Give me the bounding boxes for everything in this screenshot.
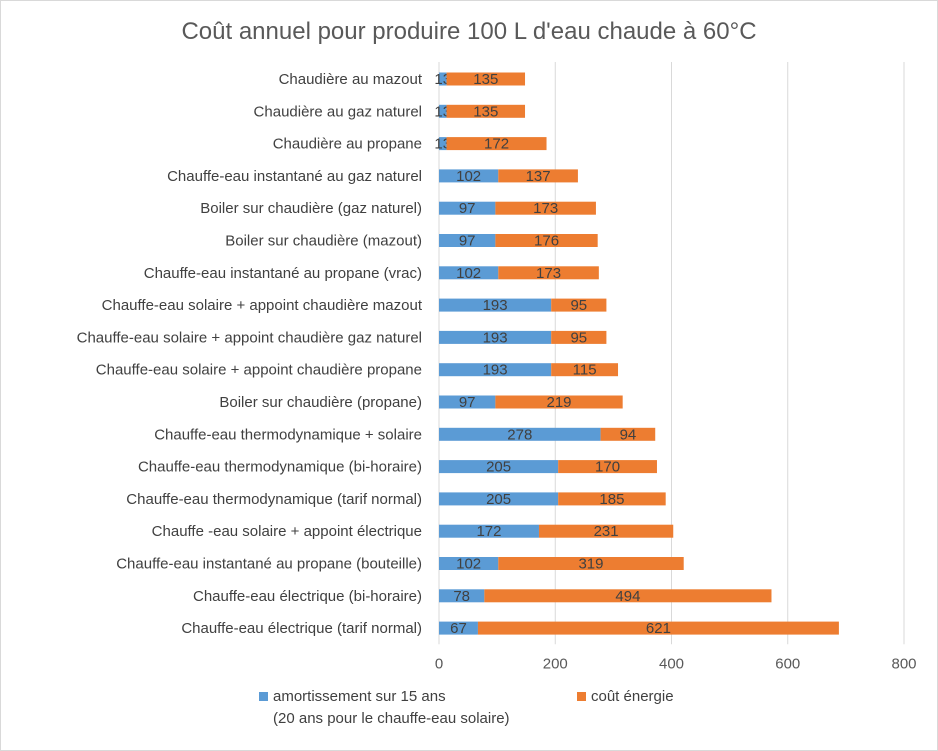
data-label: 102 xyxy=(456,265,481,282)
bar-amortissement xyxy=(439,201,496,215)
chart-title: Coût annuel pour produire 100 L d'eau ch… xyxy=(181,18,757,45)
data-label: 494 xyxy=(615,588,640,605)
bar-amortissement xyxy=(439,234,496,247)
bar-cout-energie xyxy=(558,492,666,506)
bar-amortissement xyxy=(439,330,552,344)
data-label: 115 xyxy=(573,362,597,379)
bar-amortissement xyxy=(439,621,478,635)
bar-cout-energie xyxy=(484,589,772,603)
x-tick-label-200: 200 xyxy=(543,655,568,672)
bar-amortissement xyxy=(439,524,539,538)
bar-cout-energie xyxy=(498,266,599,280)
data-label: 205 xyxy=(486,459,511,476)
data-label: 621 xyxy=(646,620,671,637)
category-label: Chauffe-eau solaire + appoint chaudière … xyxy=(102,297,423,314)
bar-cout-energie xyxy=(538,524,674,538)
data-label: 176 xyxy=(534,233,559,250)
data-label: 172 xyxy=(476,523,501,540)
category-label: Chauffe-eau instantané au gaz naturel xyxy=(167,168,422,185)
data-label: 137 xyxy=(526,168,551,185)
category-label: Chauffe-eau thermodynamique (bi-horaire) xyxy=(138,459,422,476)
data-label: 185 xyxy=(599,491,624,508)
legend-label-cout-energie: coût énergie xyxy=(591,688,674,705)
bar-amortissement xyxy=(439,266,499,280)
data-label: 219 xyxy=(547,394,572,411)
data-label: 173 xyxy=(536,265,561,282)
data-label: 172 xyxy=(484,136,509,153)
bar-cout-energie xyxy=(495,201,596,215)
data-label: 94 xyxy=(620,426,637,443)
x-tick-label-0: 0 xyxy=(435,655,443,672)
bar-amortissement xyxy=(439,137,447,151)
data-label: 95 xyxy=(570,297,587,314)
data-label: 173 xyxy=(533,200,558,217)
x-tick-label-400: 400 xyxy=(659,655,684,672)
legend-swatch-amortissement xyxy=(259,692,268,701)
category-label: Boiler sur chaudière (mazout) xyxy=(225,233,422,250)
bar-cout-energie xyxy=(551,330,607,344)
bar-cout-energie xyxy=(551,363,619,377)
data-label: 97 xyxy=(459,394,476,411)
x-tick-label-800: 800 xyxy=(891,655,916,672)
data-label: 193 xyxy=(483,329,508,346)
data-label: 319 xyxy=(578,556,603,573)
x-tick-label-600: 600 xyxy=(775,655,800,672)
category-label: Chauffe-eau instantané au propane (boute… xyxy=(116,556,422,573)
category-label: Chaudière au propane xyxy=(273,136,422,153)
bar-cout-energie xyxy=(551,298,607,312)
bar-amortissement xyxy=(439,298,552,312)
data-label: 170 xyxy=(595,459,620,476)
legend-label-amortissement-line1: amortissement sur 15 ans xyxy=(273,688,446,705)
category-label: Chauffe-eau thermodynamique + solaire xyxy=(154,426,422,443)
data-label: 231 xyxy=(594,523,619,540)
data-label: 97 xyxy=(459,233,476,250)
category-label: Boiler sur chaudière (propane) xyxy=(219,394,422,411)
data-label: 97 xyxy=(459,200,476,217)
data-label: 102 xyxy=(456,556,481,573)
category-label: Chauffe-eau électrique (bi-horaire) xyxy=(193,588,422,605)
legend-swatch-cout-energie xyxy=(577,692,586,701)
category-label: Chauffe-eau solaire + appoint chaudière … xyxy=(96,362,422,379)
bar-cout-energie xyxy=(446,72,526,86)
bar-amortissement xyxy=(439,557,499,570)
bar-cout-energie xyxy=(495,234,598,247)
category-label: Chauffe-eau électrique (tarif normal) xyxy=(181,620,422,637)
bar-amortissement xyxy=(439,72,447,86)
bar-amortissement xyxy=(439,589,485,603)
bar-amortissement xyxy=(439,492,559,506)
bar-cout-energie xyxy=(600,427,656,441)
data-label: 205 xyxy=(486,491,511,508)
bar-cout-energie xyxy=(498,169,578,183)
bar-cout-energie xyxy=(495,395,623,409)
data-label: 193 xyxy=(483,362,508,379)
bar-amortissement xyxy=(439,427,601,441)
bar-cout-energie xyxy=(446,104,526,118)
bar-cout-energie xyxy=(477,621,839,635)
category-label: Boiler sur chaudière (gaz naturel) xyxy=(200,200,422,217)
bar-cout-energie xyxy=(446,137,547,151)
data-label: 67 xyxy=(450,620,467,637)
data-label: 135 xyxy=(473,103,498,120)
category-label: Chaudière au gaz naturel xyxy=(254,103,422,120)
data-label: 193 xyxy=(483,297,508,314)
bar-amortissement xyxy=(439,169,499,183)
bar-amortissement xyxy=(439,104,447,118)
category-label: Chauffe -eau solaire + appoint électriqu… xyxy=(152,523,422,540)
bar-amortissement xyxy=(439,395,496,409)
category-label: Chauffe-eau instantané au propane (vrac) xyxy=(144,265,422,282)
category-label: Chauffe-eau solaire + appoint chaudière … xyxy=(77,329,422,346)
category-label: Chauffe-eau thermodynamique (tarif norma… xyxy=(126,491,422,508)
data-label: 278 xyxy=(507,426,532,443)
category-label: Chaudière au mazout xyxy=(279,71,423,88)
bar-cout-energie xyxy=(558,460,657,474)
data-label: 102 xyxy=(456,168,481,185)
data-label: 78 xyxy=(453,588,470,605)
data-label: 95 xyxy=(570,329,587,346)
bar-amortissement xyxy=(439,363,552,377)
legend-label-amortissement-line2: (20 ans pour le chauffe-eau solaire) xyxy=(273,710,510,727)
bar-cout-energie xyxy=(498,557,684,570)
bar-amortissement xyxy=(439,460,559,474)
data-label: 135 xyxy=(473,71,498,88)
